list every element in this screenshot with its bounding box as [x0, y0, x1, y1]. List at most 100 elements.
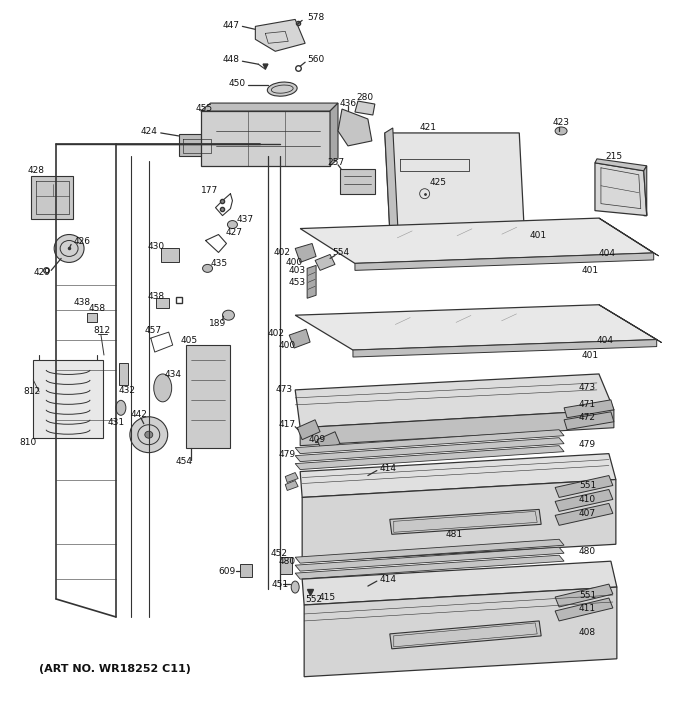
Text: 405: 405 — [181, 336, 198, 344]
Text: 423: 423 — [552, 118, 569, 128]
Polygon shape — [304, 587, 617, 676]
Polygon shape — [300, 410, 614, 446]
Text: 410: 410 — [579, 495, 596, 504]
Polygon shape — [307, 265, 316, 298]
Text: 402: 402 — [267, 328, 284, 338]
Text: 551: 551 — [579, 481, 596, 490]
Text: 280: 280 — [356, 93, 373, 102]
Text: 409: 409 — [308, 435, 325, 444]
Ellipse shape — [145, 431, 153, 438]
Text: 455: 455 — [196, 104, 213, 112]
Text: 189: 189 — [209, 319, 226, 328]
Polygon shape — [289, 329, 310, 348]
Text: 450: 450 — [228, 78, 245, 88]
Text: 812: 812 — [23, 387, 40, 397]
Polygon shape — [564, 412, 614, 430]
Text: 552: 552 — [305, 594, 322, 603]
Text: (ART NO. WR18252 C11): (ART NO. WR18252 C11) — [39, 664, 191, 674]
Polygon shape — [285, 481, 298, 491]
Polygon shape — [595, 159, 647, 171]
Polygon shape — [295, 446, 564, 470]
Polygon shape — [599, 218, 659, 256]
Polygon shape — [33, 360, 103, 438]
Polygon shape — [297, 420, 320, 439]
Text: 425: 425 — [430, 178, 447, 187]
Polygon shape — [256, 20, 305, 51]
Text: 457: 457 — [145, 326, 162, 335]
Polygon shape — [302, 561, 617, 605]
Text: 480: 480 — [278, 557, 295, 566]
Text: 438: 438 — [73, 298, 90, 307]
Text: 451: 451 — [271, 579, 288, 589]
Text: 472: 472 — [579, 413, 596, 422]
Ellipse shape — [291, 581, 299, 593]
Polygon shape — [355, 253, 653, 270]
Text: 473: 473 — [275, 386, 292, 394]
Polygon shape — [385, 133, 524, 231]
Text: 417: 417 — [278, 420, 295, 429]
Polygon shape — [555, 598, 613, 621]
Ellipse shape — [228, 220, 237, 228]
Polygon shape — [564, 400, 614, 418]
Text: 458: 458 — [89, 304, 106, 312]
Text: 424: 424 — [141, 128, 158, 136]
Ellipse shape — [54, 234, 84, 262]
Polygon shape — [160, 249, 179, 262]
Ellipse shape — [222, 310, 235, 320]
Text: 414: 414 — [380, 464, 397, 473]
Text: 452: 452 — [270, 549, 287, 558]
Text: 551: 551 — [579, 591, 596, 600]
Text: 578: 578 — [307, 13, 324, 22]
Polygon shape — [599, 304, 662, 343]
Text: 400: 400 — [278, 341, 295, 349]
Text: 442: 442 — [131, 410, 148, 419]
Polygon shape — [295, 547, 564, 571]
Text: 480: 480 — [579, 547, 596, 556]
Ellipse shape — [203, 265, 213, 273]
Text: 448: 448 — [222, 55, 239, 64]
Polygon shape — [31, 175, 73, 219]
Text: 810: 810 — [19, 438, 37, 447]
Text: 401: 401 — [529, 231, 546, 240]
Polygon shape — [295, 438, 564, 462]
Polygon shape — [300, 454, 616, 497]
Text: 411: 411 — [579, 605, 596, 613]
Polygon shape — [186, 345, 231, 447]
Polygon shape — [285, 473, 298, 483]
Polygon shape — [317, 431, 340, 452]
Text: 403: 403 — [288, 266, 305, 275]
Text: 438: 438 — [148, 291, 165, 301]
Text: 415: 415 — [318, 592, 335, 602]
Polygon shape — [295, 430, 564, 454]
Text: 473: 473 — [579, 384, 596, 392]
Text: 432: 432 — [119, 386, 136, 395]
Polygon shape — [390, 510, 541, 534]
Text: 481: 481 — [446, 530, 463, 539]
Polygon shape — [338, 109, 372, 146]
Text: 427: 427 — [226, 228, 243, 237]
Text: 447: 447 — [222, 21, 239, 30]
Polygon shape — [295, 374, 614, 428]
Text: 812: 812 — [93, 326, 110, 335]
Text: 402: 402 — [273, 248, 290, 257]
Polygon shape — [555, 476, 613, 497]
Text: 428: 428 — [27, 166, 44, 175]
Text: 257: 257 — [327, 158, 344, 167]
Polygon shape — [295, 304, 657, 350]
Polygon shape — [295, 244, 316, 262]
Text: 177: 177 — [201, 186, 218, 195]
Polygon shape — [555, 584, 613, 607]
Polygon shape — [201, 111, 330, 166]
Text: 554: 554 — [332, 248, 349, 257]
Polygon shape — [330, 103, 338, 166]
Text: 414: 414 — [380, 575, 397, 584]
Polygon shape — [295, 539, 564, 563]
Ellipse shape — [116, 400, 126, 415]
Text: 471: 471 — [579, 400, 596, 410]
Polygon shape — [119, 363, 128, 385]
Polygon shape — [280, 558, 292, 574]
Polygon shape — [156, 298, 169, 308]
Text: 436: 436 — [340, 99, 357, 107]
Polygon shape — [295, 555, 564, 579]
Text: 429: 429 — [33, 268, 50, 277]
